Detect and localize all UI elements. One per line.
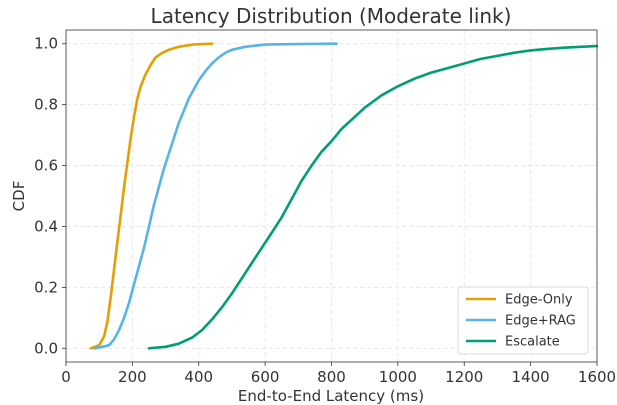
x-tick-label: 1400 — [512, 368, 550, 386]
x-tick-label: 200 — [118, 368, 147, 386]
x-tick-label: 1600 — [578, 368, 616, 386]
y-tick-label: 0.6 — [34, 157, 58, 175]
x-tick-label: 800 — [317, 368, 346, 386]
y-tick-label: 0.2 — [34, 278, 58, 296]
y-tick-label: 0.4 — [34, 217, 58, 235]
legend-box — [457, 286, 589, 355]
axis-ticks: 0 200 400 600 800 1000 1200 1400 1600 0.0 0.2 0.4 0.… — [34, 35, 616, 386]
x-axis-label: End-to-End Latency (ms) — [238, 387, 424, 405]
legend: Edge-Only Edge+RAG Escalate — [457, 286, 589, 355]
legend-label-edge-rag: Edge+RAG — [505, 314, 576, 329]
y-tick-label: 1.0 — [34, 35, 58, 53]
y-axis-label: CDF — [10, 181, 28, 212]
series-line-edge-rag — [92, 42, 338, 350]
series-lines — [89, 42, 599, 350]
legend-label-escalate: Escalate — [505, 335, 560, 350]
x-tick-label: 400 — [184, 368, 213, 386]
x-tick-label: 0 — [61, 368, 71, 386]
series-line-escalate — [147, 44, 599, 350]
y-tick-label: 0.0 — [34, 339, 58, 357]
x-tick-label: 1000 — [379, 368, 417, 386]
y-tick-label: 0.8 — [34, 96, 58, 114]
series-line-edge-only — [89, 42, 214, 350]
x-tick-label: 600 — [251, 368, 280, 386]
x-tick-label: 1200 — [445, 368, 483, 386]
legend-label-edge-only: Edge-Only — [505, 293, 573, 308]
chart-title: Latency Distribution (Moderate link) — [151, 4, 512, 28]
